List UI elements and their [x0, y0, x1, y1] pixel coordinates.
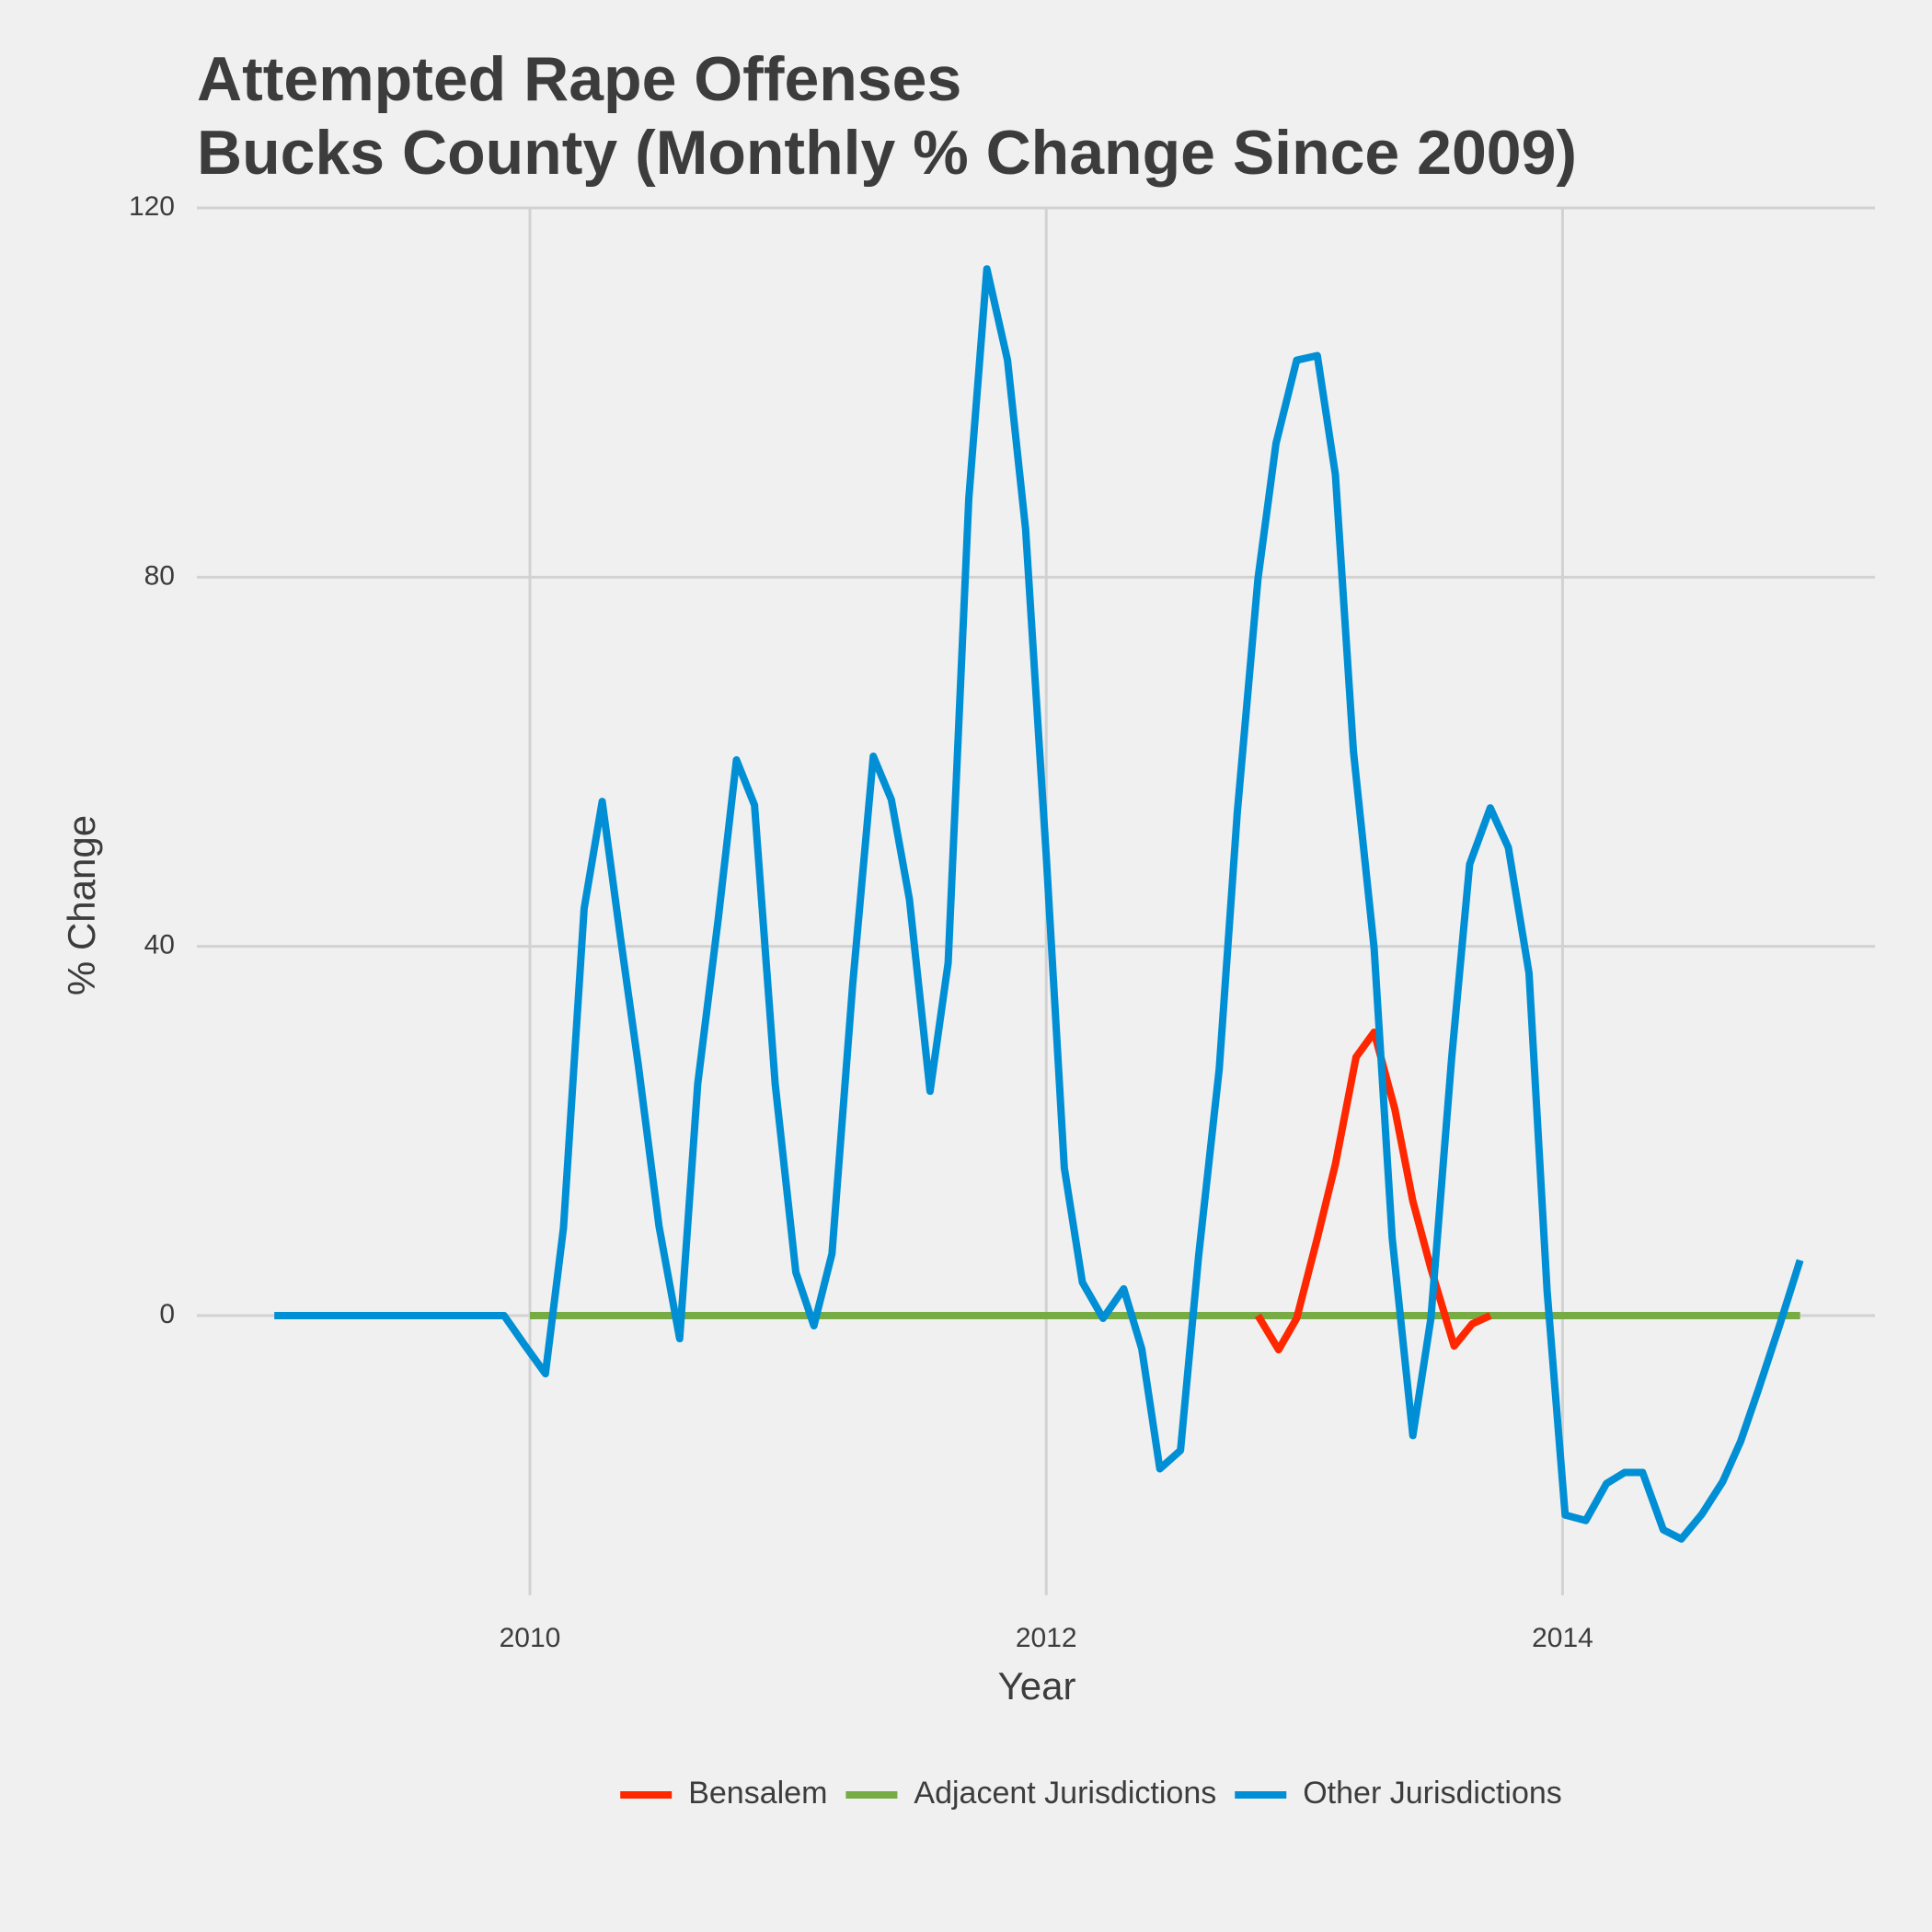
series-line	[1254, 1028, 1492, 1354]
y-axis-title: % Change	[60, 815, 103, 995]
y-tick-label: 120	[129, 191, 175, 222]
legend-label: Other Jurisdictions	[1303, 1776, 1562, 1811]
plot	[274, 265, 1804, 1543]
legend-label: Bensalem	[688, 1776, 827, 1811]
x-tick-label: 2012	[1016, 1623, 1077, 1653]
y-tick-label: 40	[144, 930, 175, 960]
x-tick-label: 2014	[1532, 1623, 1593, 1653]
y-tick-label: 0	[159, 1299, 175, 1329]
x-tick-label: 2010	[500, 1623, 561, 1653]
x-axis-title: Year	[998, 1664, 1076, 1708]
series-line	[274, 265, 1804, 1543]
chart-title: Attempted Rape Offenses	[197, 44, 961, 114]
legend: Bensalem Adjacent Jurisdictions Other Juri…	[620, 1776, 1562, 1811]
legend-label: Adjacent Jurisdictions	[914, 1776, 1216, 1811]
chart-title: Bucks County (Monthly % Change Since 200…	[197, 118, 1577, 188]
y-tick-label: 80	[144, 560, 175, 591]
